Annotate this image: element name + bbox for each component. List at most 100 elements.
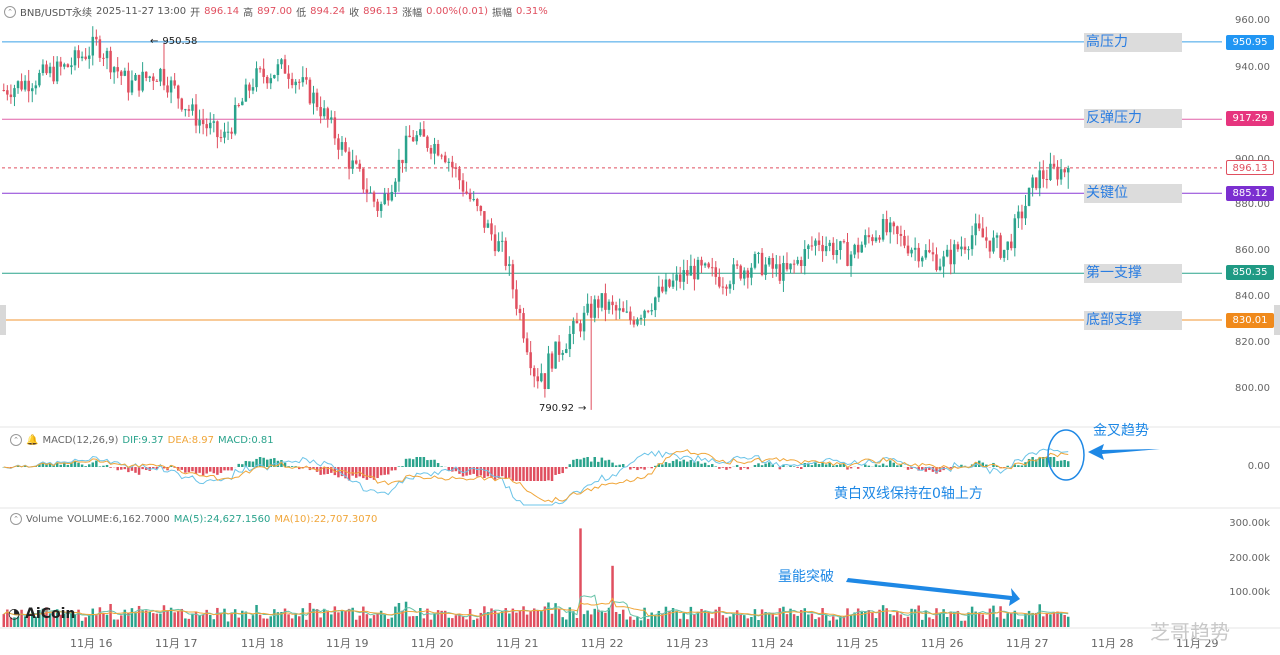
macd-bar (337, 467, 340, 478)
symbol[interactable]: BNB/USDT永续 (20, 8, 93, 19)
candle-body (796, 260, 799, 264)
macd-bar (532, 467, 536, 481)
volume-bar (287, 614, 290, 627)
macd-bar (312, 467, 315, 470)
candle-body (956, 244, 960, 250)
macd-bar (287, 466, 290, 467)
bell-icon[interactable]: 🔔 (26, 434, 39, 446)
volume-bar (298, 616, 301, 627)
macd-bar (123, 467, 127, 470)
macd-bar (152, 467, 155, 469)
macd-bar (650, 467, 653, 469)
macd-bar (664, 462, 668, 467)
macd-bar (251, 461, 255, 467)
datetime: 2025-11-27 13:00 (96, 6, 187, 17)
volume-bar (411, 616, 415, 627)
candle-body (152, 76, 155, 81)
candle-body (743, 270, 746, 279)
macd-bar (326, 467, 329, 474)
volume-bar (500, 611, 504, 627)
x-tick: 11月 26 (921, 637, 964, 650)
left-collapse-tab[interactable] (0, 305, 6, 335)
macd-bar (298, 467, 301, 470)
candle-body (365, 189, 369, 193)
candle-body (757, 252, 760, 255)
macd-bar (63, 463, 66, 467)
candle-body (31, 88, 34, 92)
volume-ma10-line (3, 597, 1069, 617)
macd-bar (839, 464, 842, 467)
macd-bar (500, 467, 504, 477)
right-collapse-tab[interactable] (1274, 305, 1280, 335)
volume-bar (433, 613, 436, 627)
volume-bar (201, 614, 205, 627)
candle-body (739, 265, 742, 279)
macd-bar (796, 467, 799, 468)
volume-bar (604, 612, 607, 627)
candle-body (522, 313, 525, 339)
volume-bar (1031, 612, 1034, 627)
candle-body (73, 50, 77, 66)
candle-body (643, 310, 646, 318)
volume-bar (508, 613, 511, 627)
macd-bar (155, 467, 159, 470)
candle-body (945, 249, 949, 257)
candle-body (155, 80, 159, 82)
volume-bar (148, 611, 151, 627)
candle-body (967, 249, 970, 251)
volume-bar (241, 610, 244, 627)
macd-bar (557, 467, 561, 475)
candle-body (500, 240, 504, 242)
candle-body (404, 135, 408, 164)
candle-body (305, 77, 308, 80)
candle-body (839, 241, 842, 250)
volume-bar (95, 613, 98, 627)
macd-bar (16, 465, 20, 467)
x-tick: 11月 27 (1006, 637, 1049, 650)
macd-bar (565, 467, 568, 469)
volume-bar (974, 611, 977, 627)
volume-bar (447, 617, 451, 627)
macd-bar (365, 467, 369, 480)
candle-body (497, 241, 500, 252)
volume-bar (597, 609, 600, 627)
chevron-icon[interactable]: ⌃ (10, 513, 22, 525)
volume-bar (725, 617, 728, 627)
macd-bar (849, 467, 853, 469)
macd-bar (960, 464, 963, 467)
macd-bar (433, 459, 436, 467)
volume-bar (276, 612, 280, 627)
candle-body (728, 284, 732, 289)
volume-bar (561, 617, 564, 627)
volume-bar (233, 609, 237, 627)
macd-bar (568, 464, 572, 467)
macd-bar (184, 467, 187, 473)
volume-bar (436, 610, 440, 627)
macd-bar (45, 464, 48, 467)
aicoin-logo: ◔ AiCoin (8, 606, 76, 622)
volume-bar (810, 613, 814, 627)
candle-body (597, 299, 600, 308)
candle-body (490, 223, 493, 235)
macd-bar (440, 466, 443, 467)
candle-body (45, 64, 48, 74)
candle-body (276, 64, 280, 76)
volume-bar (607, 607, 611, 627)
y-tick: 940.00 (1235, 62, 1270, 73)
y-tick: 900.00 (1235, 154, 1270, 165)
macd-bar (671, 460, 675, 467)
macd-bar (244, 460, 248, 467)
volume-bar (522, 606, 525, 627)
volume-bar (87, 615, 91, 627)
volume-bar (1010, 612, 1013, 627)
macd-bar (522, 467, 525, 481)
macd-bar (241, 464, 244, 467)
macd-bar (87, 464, 91, 467)
candle-body (953, 244, 956, 265)
chevron-icon[interactable]: ⌃ (4, 5, 16, 18)
candle-body (789, 263, 792, 270)
volume-bar (34, 616, 38, 627)
chevron-icon[interactable]: ⌃ (10, 434, 22, 446)
macd-bar (315, 467, 319, 472)
macd-bar (618, 464, 621, 467)
